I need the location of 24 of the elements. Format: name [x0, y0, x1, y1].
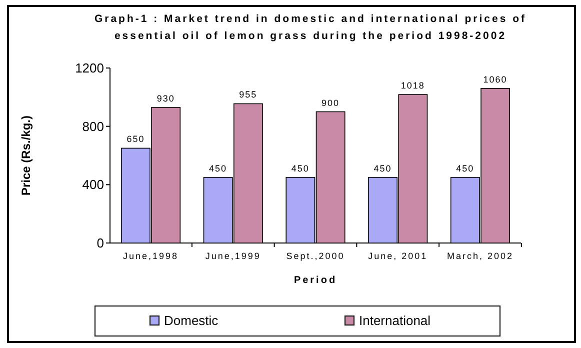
data-label: 450: [291, 163, 310, 174]
data-label: 450: [374, 163, 392, 174]
x-tick-label: June,1998: [122, 251, 179, 261]
x-tick-label: June,1999: [205, 251, 261, 261]
data-label: 900: [322, 98, 340, 108]
legend-label: Domestic: [164, 313, 219, 328]
data-label: 450: [456, 163, 474, 174]
y-tick-label: 400: [82, 177, 104, 192]
data-label: 930: [156, 93, 175, 104]
x-axis-title: Period: [294, 275, 338, 286]
data-label: 450: [209, 163, 228, 174]
x-tick-label: March, 2002: [446, 251, 514, 261]
data-label: 1018: [400, 80, 425, 91]
y-tick-label: 1200: [75, 60, 104, 76]
data-label: 1060: [483, 74, 508, 84]
x-tick-label: Sept.,2000: [286, 251, 345, 261]
x-tick-label: June, 2001: [368, 251, 428, 261]
y-tick-label: 0: [96, 236, 104, 251]
y-axis-title: Price (Rs./kg.): [19, 115, 33, 196]
chart-title: Graph-1 : Market trend in domestic and international prices of essential oil of lemon grass during the period 1998-2002: [94, 13, 527, 42]
y-tick-label: 800: [82, 118, 104, 134]
data-label: 955: [239, 90, 258, 100]
legend-label: International: [359, 313, 431, 328]
data-label: 650: [126, 134, 145, 144]
